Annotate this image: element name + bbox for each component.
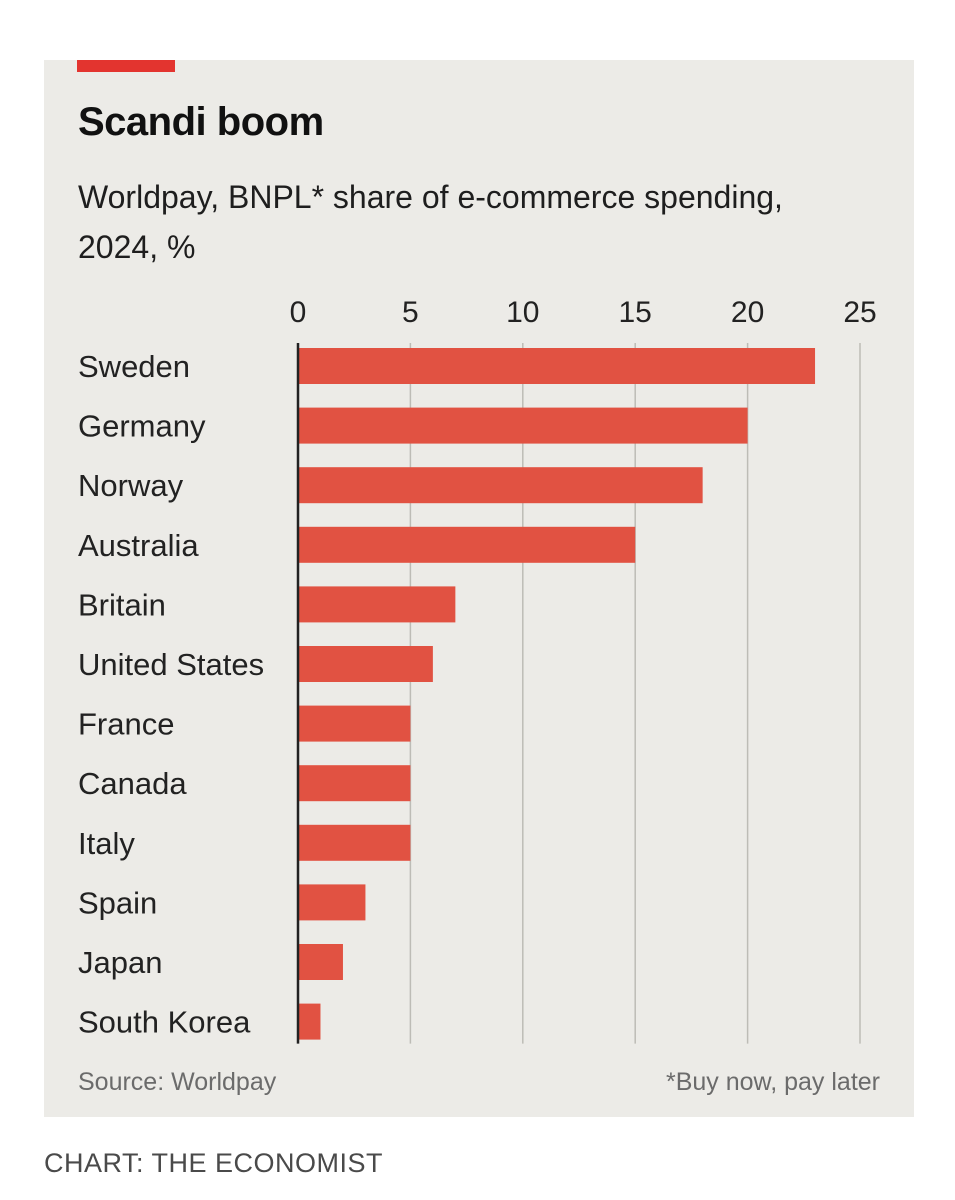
x-tick-label: 5 (402, 296, 419, 329)
x-tick-label: 15 (619, 296, 652, 329)
bar (298, 884, 366, 921)
economist-red-tab (77, 60, 175, 72)
x-tick-label: 0 (290, 296, 307, 329)
chart-subtitle: Worldpay, BNPL* share of e-commerce spen… (78, 179, 783, 265)
bar (298, 646, 433, 682)
category-label: Spain (78, 885, 157, 920)
x-tick-label: 25 (843, 296, 876, 329)
chart-credit: CHART: THE ECONOMIST (44, 1148, 384, 1178)
category-label: France (78, 707, 174, 742)
source-note: Source: Worldpay (78, 1068, 277, 1096)
chart-card (44, 60, 914, 1117)
category-label: Italy (78, 826, 135, 861)
category-label: Australia (78, 528, 199, 563)
category-label: South Korea (78, 1005, 251, 1040)
category-label: Germany (78, 409, 206, 444)
category-label: Norway (78, 468, 184, 503)
bar (298, 1003, 321, 1040)
category-label: Canada (78, 766, 187, 801)
bar (298, 705, 411, 742)
bar (298, 348, 816, 384)
bar (298, 944, 343, 980)
category-label: United States (78, 647, 264, 682)
category-label: Sweden (78, 349, 190, 384)
bar (298, 586, 456, 623)
bar (298, 467, 703, 504)
x-tick-label: 10 (506, 296, 539, 329)
x-tick-label: 20 (731, 296, 764, 329)
category-label: Japan (78, 945, 162, 980)
footnote: *Buy now, pay later (666, 1068, 880, 1096)
bar (298, 765, 411, 802)
bar (298, 407, 748, 444)
category-label: Britain (78, 587, 166, 622)
bar (298, 526, 636, 563)
chart-title: Scandi boom (78, 100, 324, 144)
bar (298, 824, 411, 861)
